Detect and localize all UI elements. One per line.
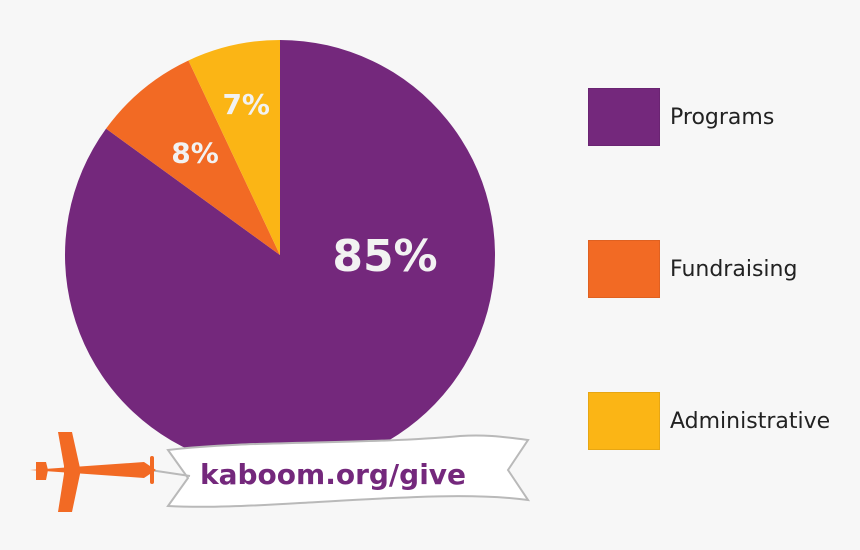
banner-ribbon [166, 434, 531, 508]
legend-item-programs: Programs [588, 88, 774, 146]
legend-swatch-programs [588, 88, 660, 146]
pie-label-programs: 85% [332, 231, 437, 282]
pie-slices [65, 40, 496, 470]
banner-text[interactable]: kaboom.org/give [200, 458, 466, 491]
legend-swatch-administrative [588, 392, 660, 450]
airplane-icon [30, 432, 156, 512]
legend-label-administrative: Administrative [670, 408, 831, 434]
legend-swatch-fundraising [588, 240, 660, 298]
banner-tow-line [149, 469, 191, 477]
pie-slice-administrative [188, 40, 280, 255]
legend-item-fundraising: Fundraising [588, 240, 797, 298]
pie-label-fundraising: 8% [171, 136, 219, 169]
pie-slice-fundraising [106, 60, 281, 255]
pie-label-administrative: 7% [222, 88, 270, 121]
legend-item-administrative: Administrative [588, 392, 830, 450]
legend-label-programs: Programs [670, 104, 775, 130]
banner[interactable]: kaboom.org/give [149, 434, 531, 508]
pie-slice-labels: 85% 8%7% [171, 88, 437, 282]
legend-label-fundraising: Fundraising [670, 256, 798, 282]
